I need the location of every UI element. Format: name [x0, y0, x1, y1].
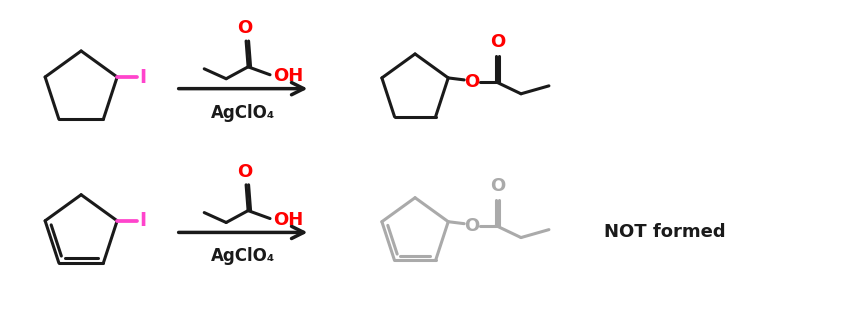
Text: OH: OH: [273, 67, 303, 85]
Text: O: O: [237, 19, 253, 37]
Text: O: O: [464, 73, 480, 91]
Text: O: O: [490, 33, 506, 51]
Text: I: I: [139, 211, 146, 230]
Text: O: O: [490, 177, 506, 195]
Text: OH: OH: [273, 211, 303, 229]
Text: AgClO₄: AgClO₄: [211, 247, 275, 265]
Text: O: O: [237, 163, 253, 181]
Text: O: O: [464, 217, 480, 235]
Text: AgClO₄: AgClO₄: [211, 104, 275, 121]
Text: NOT formed: NOT formed: [604, 223, 726, 241]
Text: I: I: [139, 68, 146, 87]
